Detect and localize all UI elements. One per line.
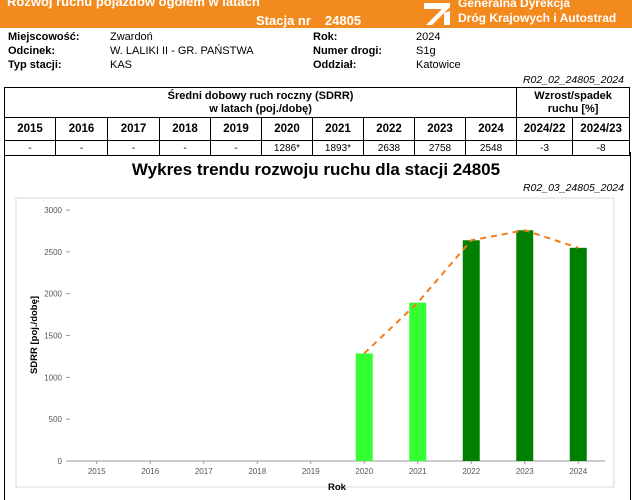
sdrr-header-line2: w latach (poj./dobę) bbox=[209, 102, 312, 115]
plot-frame bbox=[15, 197, 615, 488]
y-tick-label: 2500 bbox=[44, 248, 62, 257]
x-tick-label: 2017 bbox=[195, 467, 213, 476]
y-tick-label: 1500 bbox=[44, 332, 62, 341]
numer-drogi-label: Numer drogi: bbox=[313, 45, 383, 57]
y-axis-label: SDRR [poj./dobę] bbox=[29, 296, 40, 374]
report-title: Rozwój ruchu pojazdów ogółem w latach bbox=[7, 0, 260, 9]
table-code: R02_02_24805_2024 bbox=[522, 74, 624, 86]
station-number: 24805 bbox=[324, 13, 362, 28]
chart-code: R02_03_24805_2024 bbox=[522, 182, 624, 194]
org-name: Generalna Dyrekcja Dróg Krajowych i Auto… bbox=[458, 0, 616, 26]
year-cell: 2020 bbox=[261, 117, 313, 141]
bar-2022 bbox=[462, 240, 480, 461]
x-tick-label: 2023 bbox=[516, 467, 534, 476]
numer-drogi-value: S1g bbox=[416, 45, 436, 57]
chart-box bbox=[4, 152, 631, 500]
x-tick-label: 2020 bbox=[355, 467, 373, 476]
year-cell: 2015 bbox=[4, 117, 56, 141]
value-cell: - bbox=[55, 140, 108, 156]
y-tick-label: 1000 bbox=[44, 373, 62, 382]
odcinek-label: Odcinek: bbox=[8, 45, 56, 57]
chart-title: Wykres trendu rozwoju ruchu dla stacji 2… bbox=[131, 160, 501, 179]
x-tick-label: 2016 bbox=[141, 467, 159, 476]
trend-line bbox=[363, 229, 579, 355]
typ-stacji-value: KAS bbox=[110, 59, 133, 71]
org-line-2: Dróg Krajowych i Autostrad bbox=[458, 11, 617, 25]
x-tick-label: 2015 bbox=[88, 467, 106, 476]
y-tick-label: 0 bbox=[58, 457, 63, 466]
bar-2021 bbox=[409, 302, 427, 461]
value-cell: 2758 bbox=[414, 140, 466, 156]
growth-header-line2: ruchu [%] bbox=[547, 102, 599, 115]
values-row: - - - - -1286* 1893* 2638 2758 2548 -3 -8 bbox=[4, 140, 631, 156]
value-cell: 2638 bbox=[363, 140, 415, 156]
org-line-1: Generalna Dyrekcja bbox=[458, 0, 571, 10]
growth-header: Wzrost/spadek ruchu [%] bbox=[516, 87, 631, 118]
x-tick-label: 2024 bbox=[569, 467, 587, 476]
value-cell: 2548 bbox=[464, 140, 518, 156]
x-tick-label: 2019 bbox=[302, 467, 320, 476]
value-cell: -8 bbox=[572, 140, 631, 156]
miejscowosc-label: Miejscowość: bbox=[8, 31, 80, 43]
value-cell: - bbox=[4, 140, 56, 156]
year-cell: 2018 bbox=[159, 117, 211, 141]
growth-header-line1: Wzrost/spadek bbox=[534, 89, 612, 102]
table-header-row: Średni dobowy ruch roczny (SDRR) w latac… bbox=[3, 87, 631, 118]
year-cell: 2023 bbox=[414, 117, 466, 141]
y-tick-label: 3000 bbox=[44, 206, 62, 215]
bar-2024 bbox=[569, 247, 587, 461]
x-axis-label: Rok bbox=[328, 482, 347, 493]
traffic-table: Średni dobowy ruch roczny (SDRR) w latac… bbox=[3, 87, 631, 156]
y-tick-label: 500 bbox=[49, 415, 63, 424]
typ-stacji-label: Typ stacji: bbox=[8, 59, 62, 71]
sdrr-header-line1: Średni dobowy ruch roczny (SDRR) bbox=[167, 89, 354, 102]
miejscowosc-value: Zwardoń bbox=[110, 31, 153, 43]
year-cell: 2021 bbox=[312, 117, 364, 141]
gddkia-logo-icon bbox=[424, 3, 450, 25]
value-cell: - bbox=[210, 140, 262, 156]
year-cell: 2024/22 bbox=[516, 117, 574, 141]
y-tick-label: 2000 bbox=[44, 290, 62, 299]
oddzial-value: Katowice bbox=[416, 59, 461, 71]
station-info: Miejscowość: Zwardoń Odcinek: W. LALIKI … bbox=[0, 30, 632, 90]
year-cell: 2019 bbox=[210, 117, 262, 141]
rok-value: 2024 bbox=[416, 31, 441, 43]
x-tick-label: 2022 bbox=[462, 467, 480, 476]
station-label: Stacja nr bbox=[256, 13, 311, 28]
odcinek-value: W. LALIKI II - GR. PAŃSTWA bbox=[110, 45, 254, 57]
report-header: Rozwój ruchu pojazdów ogółem w latach St… bbox=[0, 0, 632, 28]
x-tick-label: 2021 bbox=[409, 467, 427, 476]
bar-2023 bbox=[516, 230, 534, 461]
sdrr-header: Średni dobowy ruch roczny (SDRR) w latac… bbox=[3, 87, 518, 118]
oddzial-label: Oddział: bbox=[313, 59, 357, 71]
bar-2020 bbox=[355, 353, 373, 461]
year-cell: 2022 bbox=[363, 117, 415, 141]
station-heading: Stacja nr 24805 bbox=[256, 13, 361, 28]
x-tick-label: 2018 bbox=[248, 467, 266, 476]
year-cell: 2016 bbox=[55, 117, 108, 141]
rok-label: Rok: bbox=[313, 31, 338, 43]
